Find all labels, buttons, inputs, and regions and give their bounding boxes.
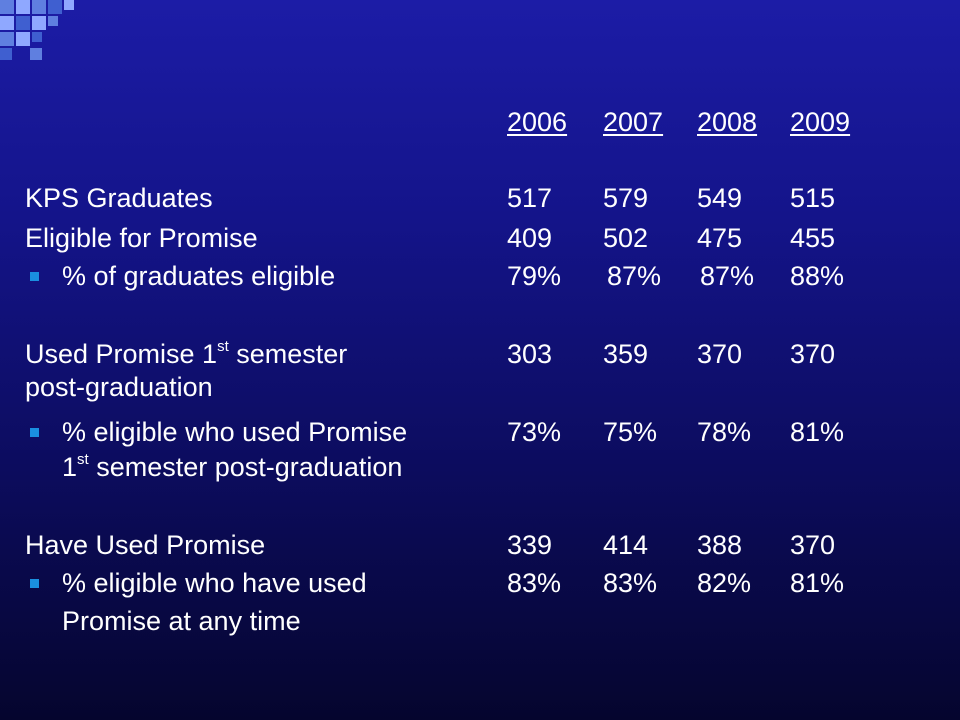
row-label-pct-used: % eligible who used Promise — [62, 417, 408, 447]
cell-value: 517 — [507, 183, 553, 213]
cell-value: 515 — [790, 183, 836, 213]
year-header-2007: 2007 — [603, 107, 664, 137]
cell-value: 370 — [790, 339, 836, 369]
cell-value: 87% — [607, 261, 662, 291]
bullet-icon — [30, 428, 39, 437]
cell-value: 87% — [700, 261, 755, 291]
cell-value: 303 — [507, 339, 553, 369]
cell-value: 579 — [603, 183, 649, 213]
row-label-eligible: Eligible for Promise — [25, 223, 258, 253]
bullet-icon — [30, 579, 39, 588]
cell-value: 81% — [790, 568, 845, 598]
cell-value: 73% — [507, 417, 562, 447]
row-label-pct-have-used-line2: Promise at any time — [62, 606, 301, 636]
cell-value: 370 — [790, 530, 836, 560]
row-label-kps-graduates: KPS Graduates — [25, 183, 213, 213]
cell-value: 359 — [603, 339, 649, 369]
cell-value: 409 — [507, 223, 553, 253]
cell-value: 455 — [790, 223, 836, 253]
cell-value: 549 — [697, 183, 743, 213]
cell-value: 83% — [507, 568, 562, 598]
cell-value: 388 — [697, 530, 743, 560]
corner-decoration — [0, 0, 90, 70]
year-header-2006: 2006 — [507, 107, 568, 137]
row-label-pct-eligible: % of graduates eligible — [62, 261, 336, 291]
cell-value: 83% — [603, 568, 658, 598]
cell-value: 78% — [697, 417, 752, 447]
cell-value: 339 — [507, 530, 553, 560]
row-label-pct-have-used: % eligible who have used — [62, 568, 367, 598]
year-header-2009: 2009 — [790, 107, 851, 137]
cell-value: 502 — [603, 223, 649, 253]
cell-value: 79% — [507, 261, 562, 291]
bullet-icon — [30, 272, 39, 281]
row-label-used-first-semester-line2: post-graduation — [25, 372, 213, 402]
row-label-have-used: Have Used Promise — [25, 530, 266, 560]
row-label-pct-used-line2: 1st semester post-graduation — [62, 451, 403, 482]
cell-value: 414 — [603, 530, 649, 560]
year-header-2008: 2008 — [697, 107, 758, 137]
cell-value: 370 — [697, 339, 743, 369]
cell-value: 88% — [790, 261, 845, 291]
cell-value: 82% — [697, 568, 752, 598]
cell-value: 475 — [697, 223, 743, 253]
row-label-used-first-semester: Used Promise 1st semester — [25, 338, 348, 369]
cell-value: 75% — [603, 417, 658, 447]
cell-value: 81% — [790, 417, 845, 447]
